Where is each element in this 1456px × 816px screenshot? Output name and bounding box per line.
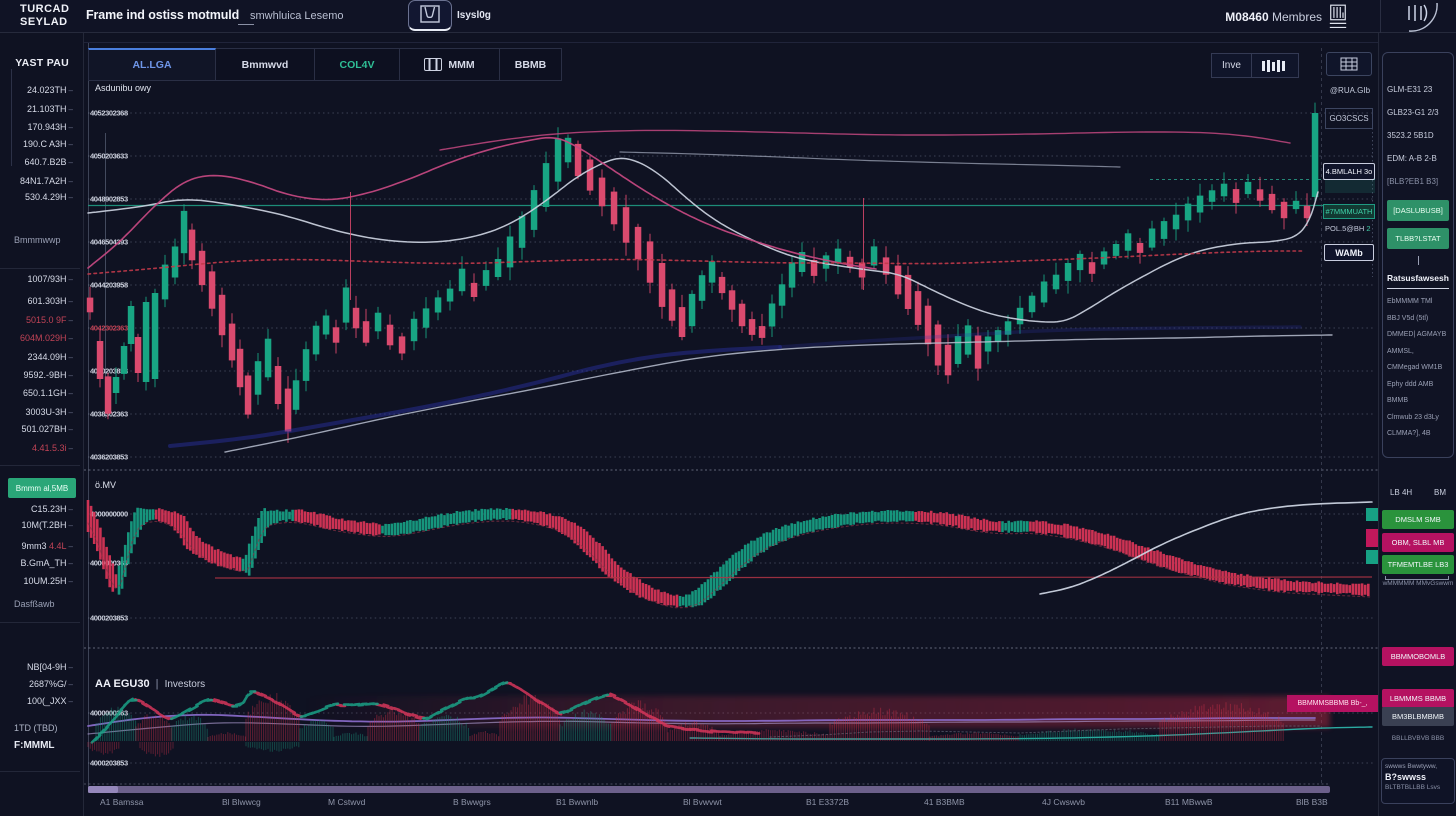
svg-text:4038302363: 4038302363 — [90, 410, 128, 419]
svg-text:4050203633: 4050203633 — [90, 152, 128, 161]
svg-text:4046504393: 4046504393 — [90, 238, 128, 247]
svg-text:4000203853: 4000203853 — [90, 759, 128, 768]
svg-text:4000000363: 4000000363 — [90, 709, 128, 718]
svg-text:4052302368: 4052302368 — [90, 109, 128, 118]
svg-text:4040203853: 4040203853 — [90, 367, 128, 376]
svg-text:4044203958: 4044203958 — [90, 281, 128, 290]
svg-text:4048902853: 4048902853 — [90, 195, 128, 204]
svg-text:4000203853: 4000203853 — [90, 614, 128, 623]
svg-text:4000000000: 4000000000 — [90, 510, 128, 519]
svg-text:4036203853: 4036203853 — [90, 453, 128, 462]
svg-text:4042302363: 4042302363 — [90, 324, 128, 333]
